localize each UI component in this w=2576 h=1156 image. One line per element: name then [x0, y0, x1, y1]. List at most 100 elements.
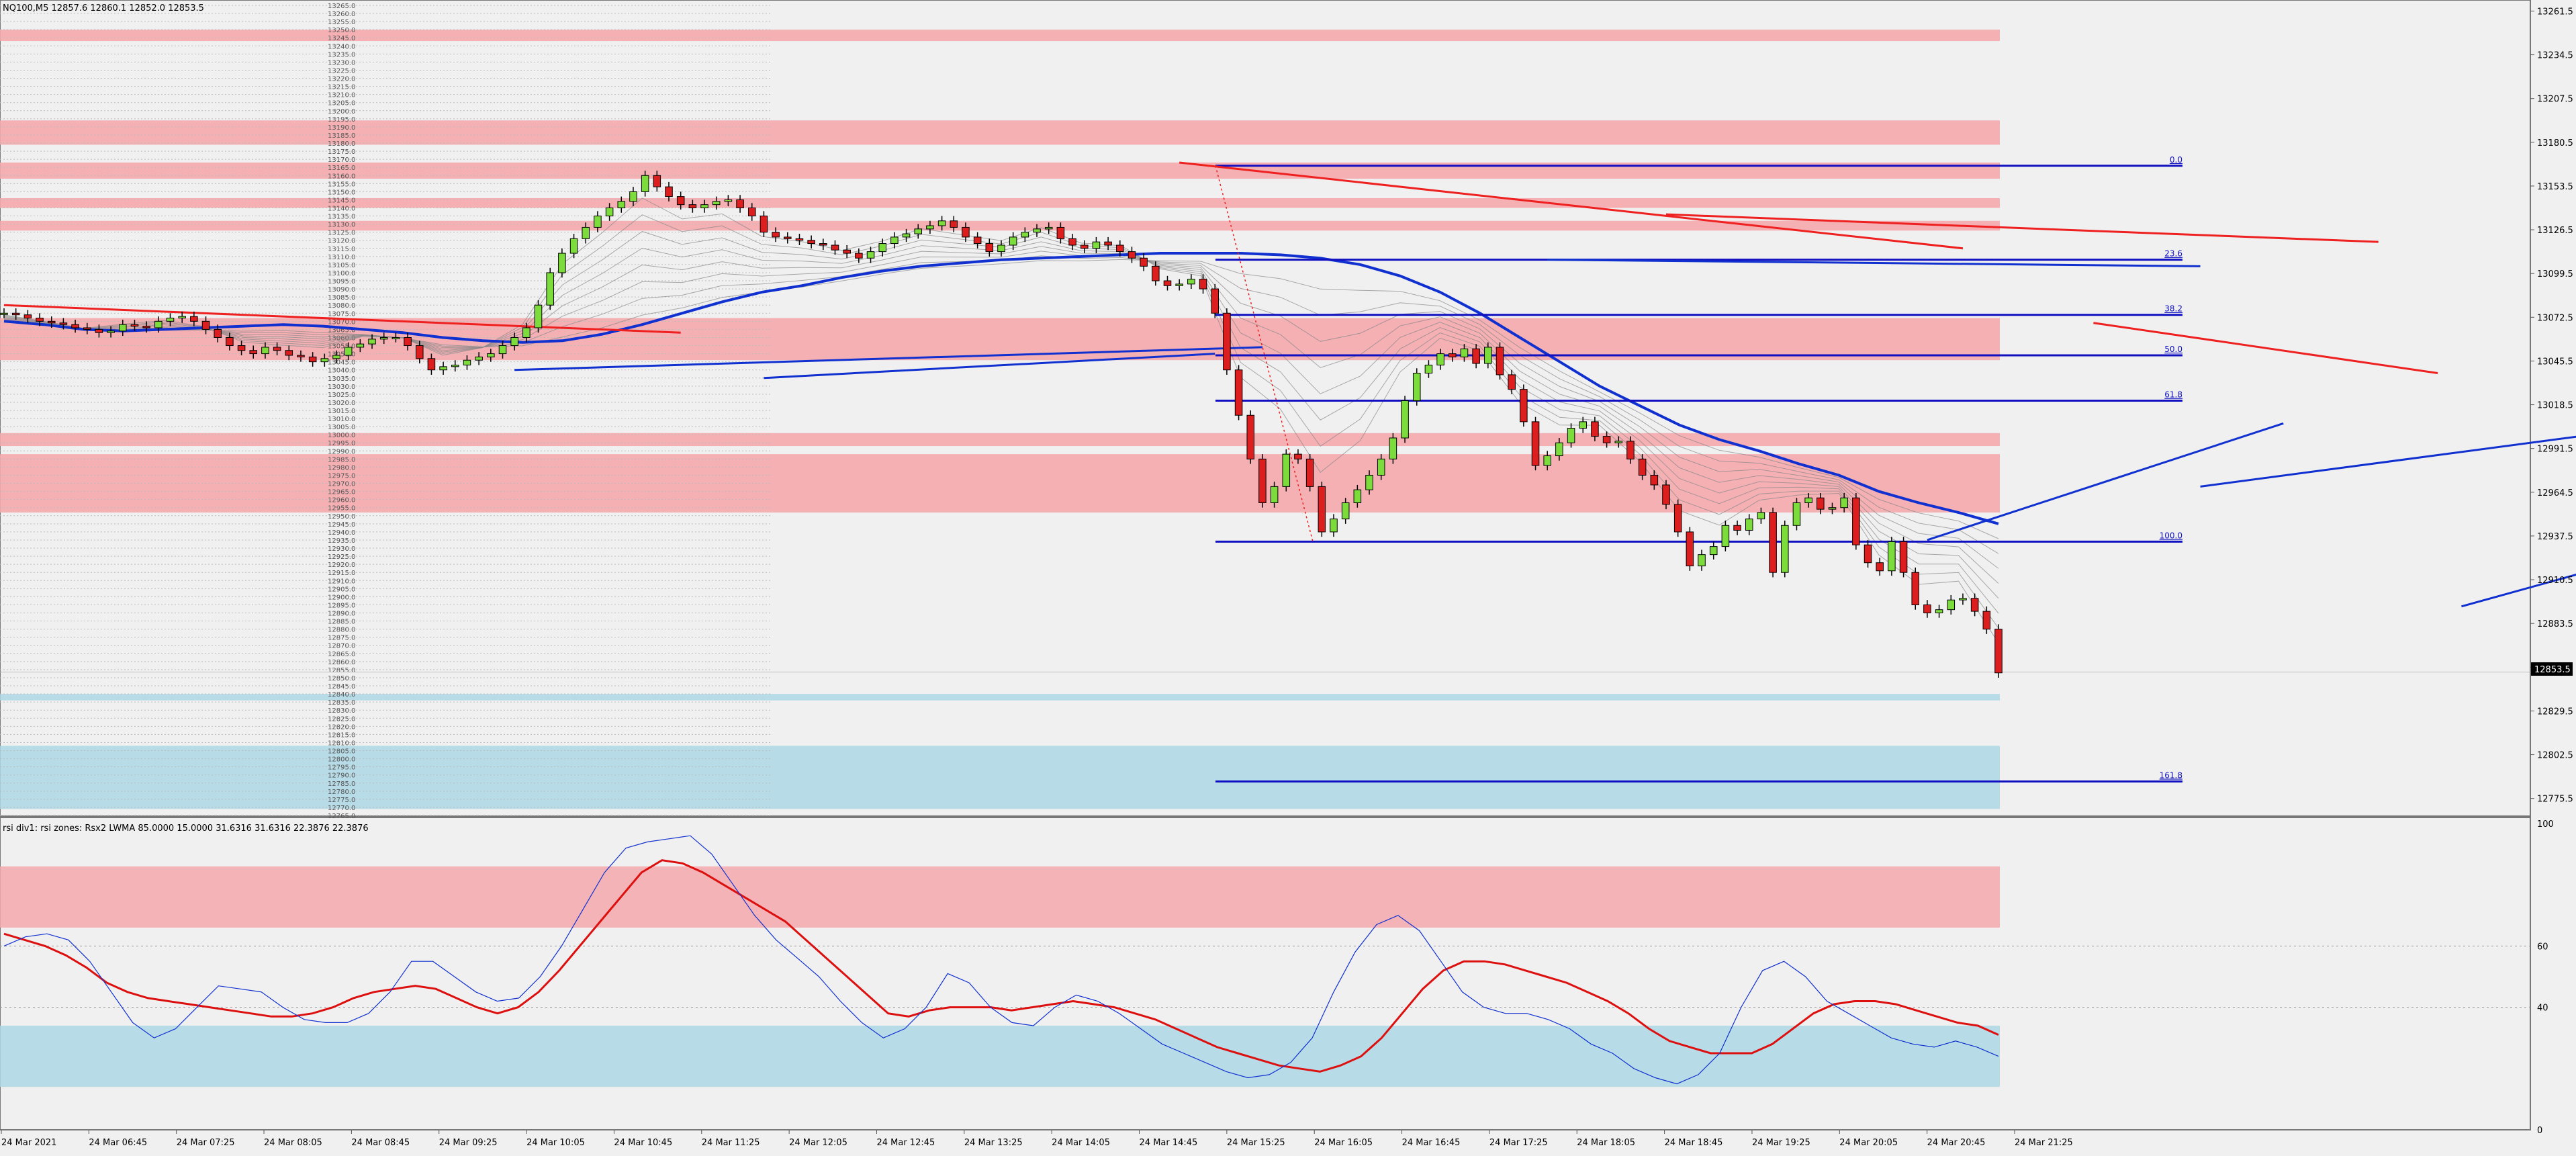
- candle: [831, 240, 839, 255]
- candle: [1804, 493, 1812, 508]
- y-tick-label: 12802.5: [2537, 751, 2573, 761]
- candle: [1733, 521, 1741, 535]
- profile-price-label: 13185.0: [328, 132, 355, 140]
- candle: [914, 224, 923, 239]
- candle-body: [344, 347, 353, 356]
- candle: [1140, 253, 1148, 271]
- candle-body: [1959, 598, 1967, 601]
- candle-body: [1484, 347, 1492, 364]
- candle: [0, 308, 8, 318]
- candle-body: [439, 366, 447, 371]
- candle: [688, 199, 697, 213]
- profile-price-label: 12810.0: [328, 740, 355, 747]
- x-tick-label: 24 Mar 11:25: [702, 1138, 760, 1148]
- candle-body: [1021, 232, 1029, 238]
- candle-body: [1211, 288, 1219, 314]
- candle-body: [1994, 629, 2003, 674]
- profile-price-label: 13085.0: [328, 294, 355, 302]
- candle: [392, 332, 400, 343]
- candle-body: [498, 345, 507, 355]
- candle-body: [273, 347, 281, 351]
- symbol-header: NQ100,M5 12857.6 12860.1 12852.0 12853.5: [3, 3, 204, 13]
- profile-price-label: 13100.0: [328, 270, 355, 277]
- x-tick-label: 24 Mar 10:05: [526, 1138, 585, 1148]
- trendline: [3, 304, 681, 334]
- candle-body: [463, 359, 471, 365]
- candle-body: [1662, 484, 1670, 505]
- candle-body: [1650, 474, 1659, 486]
- candle: [1056, 222, 1065, 244]
- candle-body: [1128, 251, 1136, 259]
- y-tick-label: 12991.5: [2537, 445, 2573, 455]
- candle-body: [1436, 353, 1444, 365]
- candle-body: [415, 345, 424, 359]
- candle: [498, 341, 507, 359]
- candle-body: [166, 318, 175, 322]
- candle-body: [1009, 236, 1017, 246]
- candle-body: [878, 243, 886, 253]
- candle: [1068, 234, 1076, 251]
- x-tick-label: 24 Mar 14:45: [1140, 1138, 1198, 1148]
- candle-body: [0, 312, 8, 315]
- candle-body: [784, 236, 792, 239]
- candle: [332, 350, 340, 364]
- candle-body: [1591, 421, 1599, 437]
- profile-price-label: 13110.0: [328, 254, 355, 261]
- candle-body: [617, 201, 626, 208]
- indicator-header: rsi div1: rsi zones: Rsx2 LWMA 85.0000 1…: [3, 824, 369, 834]
- profile-price-label: 13140.0: [328, 206, 355, 213]
- candle: [1116, 240, 1124, 257]
- candle-body: [249, 350, 258, 355]
- candle: [1412, 368, 1421, 406]
- candle-body: [1270, 486, 1279, 503]
- y-tick-label: 13234.5: [2537, 51, 2573, 61]
- profile-price-label: 13065.0: [328, 326, 355, 334]
- profile-price-label: 12945.0: [328, 521, 355, 529]
- candle-body: [404, 337, 412, 347]
- x-tick-label: 24 Mar 21:25: [2015, 1138, 2073, 1148]
- fib-level-label: 61.8: [2164, 390, 2182, 400]
- candle: [404, 332, 412, 351]
- candle: [629, 187, 637, 207]
- profile-price-label: 12990.0: [328, 448, 355, 455]
- candle-body: [534, 304, 543, 328]
- profile-price-label: 12765.0: [328, 813, 355, 820]
- candle: [1234, 365, 1243, 420]
- resistance-zone: [0, 198, 2000, 208]
- candle-body: [1531, 421, 1540, 466]
- candle-body: [1318, 486, 1326, 533]
- candle-body: [1555, 442, 1563, 457]
- candle-body: [1163, 280, 1172, 286]
- candle: [1460, 344, 1469, 362]
- candle: [1211, 283, 1219, 318]
- profile-price-label: 12865.0: [328, 651, 355, 658]
- candle: [1792, 498, 1801, 531]
- candle: [1781, 521, 1789, 578]
- candle-body: [356, 343, 365, 348]
- candle: [1769, 507, 1777, 578]
- candle: [522, 322, 531, 343]
- profile-price-label: 13030.0: [328, 384, 355, 391]
- profile-price-label: 12975.0: [328, 472, 355, 480]
- profile-price-label: 12820.0: [328, 723, 355, 731]
- profile-price-label: 12900.0: [328, 594, 355, 601]
- profile-price-label: 13040.0: [328, 367, 355, 375]
- candle: [1614, 436, 1623, 448]
- candle-body: [1033, 228, 1041, 233]
- candle-body: [1567, 428, 1575, 443]
- candle: [1959, 593, 1967, 605]
- candle-body: [985, 243, 994, 253]
- profile-price-label: 12870.0: [328, 643, 355, 650]
- candle-body: [1353, 489, 1362, 503]
- y-tick-label: 13018.5: [2537, 401, 2573, 411]
- candle-body: [546, 272, 554, 306]
- profile-price-label: 13240.0: [328, 43, 355, 50]
- candle-body: [24, 314, 32, 319]
- candle-body: [1804, 497, 1812, 503]
- resistance-zone: [0, 433, 2000, 447]
- candle-body: [1816, 497, 1825, 510]
- candle: [534, 300, 543, 333]
- profile-price-label: 12860.0: [328, 659, 355, 666]
